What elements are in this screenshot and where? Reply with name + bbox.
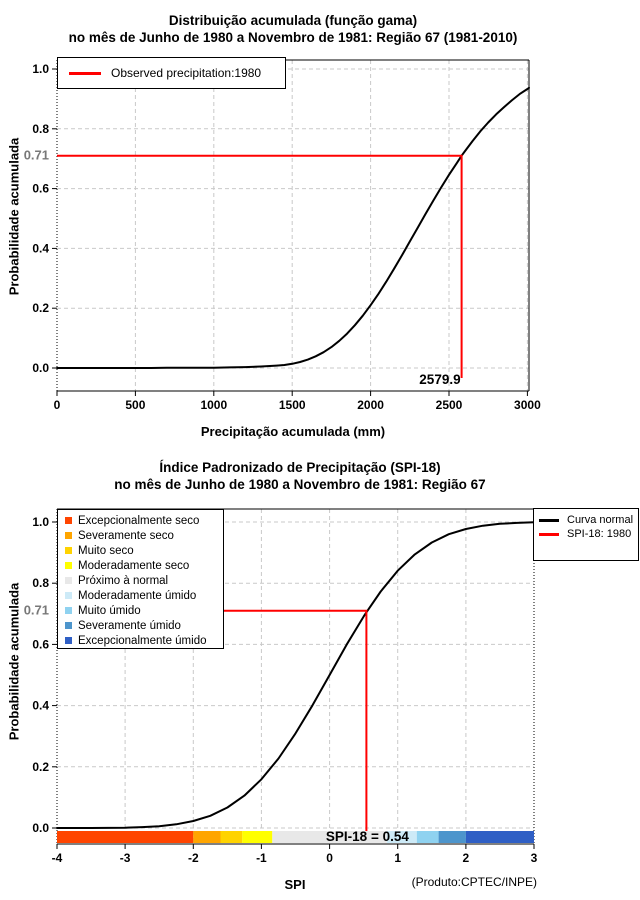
x-tick-label: -1 <box>256 851 267 865</box>
spi-value-label: SPI-18 = 0.54 <box>326 829 409 844</box>
threshold-prob-label: 0.71 <box>24 603 49 618</box>
curve-line-sample <box>539 533 559 536</box>
y-tick-label: 0.2 <box>32 760 49 774</box>
x-tick-label: 2 <box>463 851 470 865</box>
legend-category-item: Severamente úmido <box>58 618 223 633</box>
legend-category-item: Muito úmido <box>58 603 223 618</box>
observed-precipitation-line-sample <box>69 71 101 75</box>
threshold-value-label: 2579.9 <box>419 372 460 387</box>
category-label: Severamente seco <box>78 529 174 542</box>
curve-legend-label: Curva normal <box>567 514 634 526</box>
x-tick-label: 2500 <box>436 398 463 412</box>
spi-category-segment <box>416 831 439 843</box>
x-tick-label: 0 <box>326 851 333 865</box>
x-tick-label: 1500 <box>279 398 306 412</box>
x-tick-label: -3 <box>120 851 131 865</box>
legend-curve-item: SPI-18: 1980 <box>534 528 638 541</box>
category-color-marker <box>65 592 72 599</box>
category-color-marker <box>65 577 72 584</box>
chart-gamma-title: Distribuição acumulada (função gama) no … <box>13 12 573 46</box>
y-tick-label: 0.2 <box>32 301 49 315</box>
y-tick-label: 1.0 <box>32 515 49 529</box>
x-tick-label: 2000 <box>357 398 384 412</box>
category-label: Severamente úmido <box>78 619 181 632</box>
category-label: Próximo à normal <box>78 574 169 587</box>
observed-precipitation-legend-label: Observed precipitation:1980 <box>111 66 262 80</box>
spi-curves-legend: Curva normal SPI-18: 1980 <box>533 508 639 561</box>
category-label: Moderadamente úmido <box>78 589 197 602</box>
y-tick-label: 1.0 <box>32 62 49 76</box>
x-tick-label: 0 <box>54 398 61 412</box>
legend-category-item: Próximo à normal <box>58 573 223 588</box>
threshold-prob-label: 0.71 <box>24 148 49 163</box>
category-label: Excepcionalmente seco <box>78 514 200 527</box>
legend-curve-item: Curva normal <box>534 514 638 527</box>
spi-category-segment <box>465 831 534 843</box>
x-tick-label: -2 <box>188 851 199 865</box>
chart-gamma-title-line1: Distribuição acumulada (função gama) <box>168 13 418 28</box>
category-color-marker <box>65 547 72 554</box>
legend-category-item: Excepcionalmente úmido <box>58 633 223 648</box>
gamma-cdf-curve <box>56 86 530 369</box>
category-color-marker <box>65 562 72 569</box>
product-credit-note: (Produto:CPTEC/INPE) <box>411 875 537 889</box>
spi-category-segment <box>220 831 243 843</box>
x-tick-label: 500 <box>125 398 145 412</box>
curve-legend-label: SPI-18: 1980 <box>567 528 632 540</box>
chart-spi-title-line2: no mês de Junho de 1980 a Novembro de 19… <box>114 477 486 492</box>
y-tick-label: 0.6 <box>32 637 49 651</box>
spi-category-segment <box>57 831 194 843</box>
x-tick-label: 3 <box>531 851 538 865</box>
spi-category-segment <box>386 831 417 843</box>
category-color-marker <box>65 517 72 524</box>
chart-spi-title: Índice Padronizado de Precipitação (SPI-… <box>20 459 580 493</box>
chart-gamma-title-line2: no mês de Junho de 1980 a Novembro de 19… <box>68 30 518 45</box>
category-color-marker <box>65 532 72 539</box>
y-tick-label: 0.4 <box>32 699 49 713</box>
normal-cdf-curve <box>56 521 535 829</box>
category-label: Moderadamente seco <box>78 559 190 572</box>
y-tick-label: 0.6 <box>32 182 49 196</box>
spi-categories-legend: Excepcionalmente seco Severamente seco Mui… <box>57 509 224 649</box>
chart-gamma-y-axis-title: Probabilidade acumulada <box>6 137 22 296</box>
legend-category-item: Moderadamente seco <box>58 558 223 573</box>
category-label: Excepcionalmente úmido <box>78 634 207 647</box>
x-tick-label: 1 <box>394 851 401 865</box>
spi-category-segment <box>272 831 387 843</box>
spi-category-segment <box>438 831 466 843</box>
x-tick-label: 1000 <box>200 398 227 412</box>
legend-category-item: Moderadamente úmido <box>58 588 223 603</box>
chart-spi-title-line1: Índice Padronizado de Precipitação (SPI-… <box>159 460 441 475</box>
observed-precipitation-legend: Observed precipitation:1980 <box>57 57 286 89</box>
x-tick-label: -4 <box>52 851 63 865</box>
curve-line-sample <box>539 519 559 522</box>
y-tick-label: 0.4 <box>32 241 49 255</box>
chart-spi-x-axis-title: SPI <box>284 877 306 892</box>
category-label: Muito seco <box>78 544 134 557</box>
x-tick-label: 3000 <box>514 398 541 412</box>
y-tick-label: 0.0 <box>32 361 49 375</box>
category-label: Muito úmido <box>78 604 141 617</box>
chart-spi-y-axis-title: Probabilidade acumulada <box>6 582 22 741</box>
y-tick-label: 0.8 <box>32 576 49 590</box>
threshold-line <box>57 154 463 378</box>
spi-category-segment <box>242 831 273 843</box>
legend-category-item: Excepcionalmente seco <box>58 513 223 528</box>
legend-category-item: Muito seco <box>58 543 223 558</box>
category-color-marker <box>65 637 72 644</box>
chart-gamma-x-axis-title: Precipitação acumulada (mm) <box>200 424 386 439</box>
legend-category-item: Severamente seco <box>58 528 223 543</box>
category-color-marker <box>65 607 72 614</box>
y-tick-label: 0.8 <box>32 122 49 136</box>
category-color-marker <box>65 622 72 629</box>
y-tick-label: 0.0 <box>32 821 49 835</box>
spi-category-segment <box>193 831 221 843</box>
